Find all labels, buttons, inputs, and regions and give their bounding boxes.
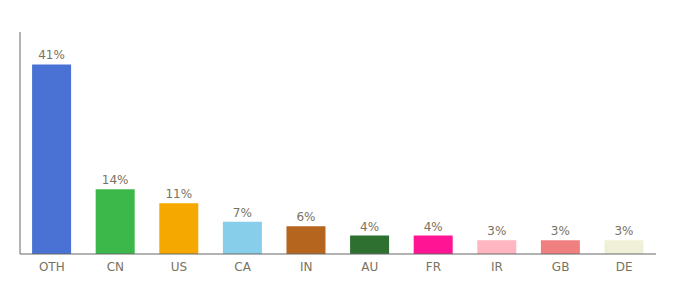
svg-text:3%: 3% xyxy=(614,224,633,238)
svg-text:DE: DE xyxy=(616,260,633,274)
svg-text:IN: IN xyxy=(300,260,313,274)
svg-text:7%: 7% xyxy=(233,206,252,220)
svg-text:4%: 4% xyxy=(360,220,379,234)
svg-text:6%: 6% xyxy=(296,210,315,224)
svg-text:CA: CA xyxy=(234,260,251,274)
svg-text:IR: IR xyxy=(491,260,503,274)
svg-text:CN: CN xyxy=(107,260,124,274)
svg-text:3%: 3% xyxy=(487,224,506,238)
svg-text:3%: 3% xyxy=(551,224,570,238)
svg-text:US: US xyxy=(171,260,187,274)
svg-text:4%: 4% xyxy=(424,220,443,234)
svg-text:FR: FR xyxy=(426,260,441,274)
svg-text:GB: GB xyxy=(552,260,570,274)
svg-text:41%: 41% xyxy=(38,48,65,62)
svg-text:OTH: OTH xyxy=(39,260,65,274)
svg-text:AU: AU xyxy=(361,260,378,274)
svg-text:14%: 14% xyxy=(102,173,129,187)
svg-text:11%: 11% xyxy=(165,187,192,201)
